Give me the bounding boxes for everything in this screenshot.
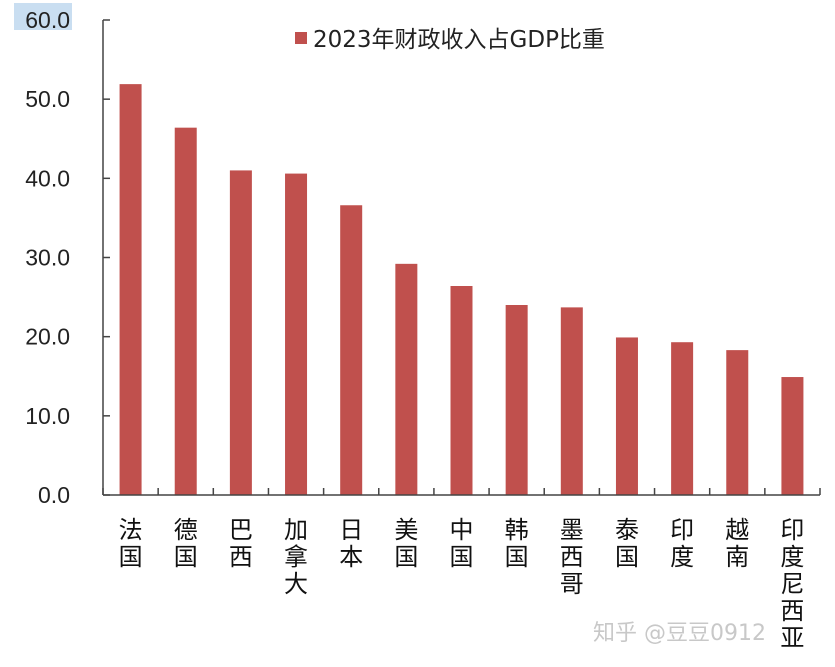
x-tick-label-char: 德 xyxy=(174,516,198,544)
x-tick-label: 加拿大 xyxy=(284,516,308,598)
x-tick-label-char: 西 xyxy=(780,597,804,625)
bar xyxy=(560,307,583,495)
bar xyxy=(615,337,638,495)
x-tick-label: 法国 xyxy=(119,516,143,571)
x-tick-label-char: 中 xyxy=(450,516,474,544)
x-tick-label-char: 巴 xyxy=(229,516,253,544)
x-tick-label-char: 印 xyxy=(780,516,804,544)
bar xyxy=(229,170,252,495)
y-tick-label: 60.0 xyxy=(25,7,70,33)
x-tick-label-char: 度 xyxy=(780,543,804,571)
x-tick-label-char: 法 xyxy=(119,516,143,544)
x-tick-label-char: 南 xyxy=(725,543,749,571)
y-tick-label: 20.0 xyxy=(25,324,70,350)
x-tick-label: 日本 xyxy=(339,516,363,571)
bar xyxy=(340,205,363,495)
x-tick-label: 泰国 xyxy=(615,516,639,571)
x-tick-label-char: 美 xyxy=(394,516,418,544)
x-tick-label-char: 国 xyxy=(119,543,143,571)
x-tick-label: 墨西哥 xyxy=(560,516,584,598)
x-tick-label-char: 国 xyxy=(174,543,198,571)
x-tick-label-char: 哥 xyxy=(560,570,584,598)
legend-swatch xyxy=(295,32,307,44)
bar xyxy=(285,173,308,496)
bar xyxy=(781,377,804,495)
bar xyxy=(671,342,694,495)
watermark: 知乎 @豆豆0912 xyxy=(593,621,766,646)
x-tick-label-char: 亚 xyxy=(780,624,804,652)
x-tick-label-char: 尼 xyxy=(780,570,804,598)
y-axis: 0.0 10.0 20.0 30.0 40.0 50.0 60.0 xyxy=(25,7,110,508)
x-tick-label-char: 拿 xyxy=(284,543,308,571)
x-tick-label-char: 西 xyxy=(229,543,253,571)
bar xyxy=(119,84,142,495)
legend-label: 2023年财政收入占GDP比重 xyxy=(313,27,605,53)
x-tick-label-char: 大 xyxy=(284,570,308,598)
x-tick-label-char: 国 xyxy=(505,543,529,571)
x-tick-label-char: 度 xyxy=(670,543,694,571)
x-tick-label-char: 韩 xyxy=(505,516,529,544)
x-tick-label: 中国 xyxy=(450,516,474,571)
x-tick-label: 印度 xyxy=(670,516,694,571)
y-tick-label: 40.0 xyxy=(25,165,70,191)
y-tick-label: 10.0 xyxy=(25,403,70,429)
y-tick-label: 0.0 xyxy=(38,482,70,508)
x-tick-label-char: 日 xyxy=(339,516,363,544)
bar xyxy=(505,305,528,495)
x-tick-label-char: 墨 xyxy=(560,516,584,544)
x-tick-label-char: 国 xyxy=(394,543,418,571)
x-tick-label: 巴西 xyxy=(229,516,253,571)
x-tick-label-char: 国 xyxy=(615,543,639,571)
ytick-highlight xyxy=(14,3,72,30)
x-tick-label-char: 泰 xyxy=(615,516,639,544)
y-tick-label: 30.0 xyxy=(25,245,70,271)
bar xyxy=(450,286,473,495)
x-tick-label-char: 本 xyxy=(339,543,363,571)
x-tick-label: 韩国 xyxy=(505,516,529,571)
x-tick-label: 越南 xyxy=(725,516,749,571)
bars xyxy=(119,84,804,496)
x-tick-label-char: 西 xyxy=(560,543,584,571)
x-tick-label: 美国 xyxy=(394,516,418,571)
x-tick-label-char: 越 xyxy=(725,516,749,544)
legend: 2023年财政收入占GDP比重 xyxy=(295,27,605,53)
bar xyxy=(395,263,418,495)
x-tick-label: 德国 xyxy=(174,516,198,571)
x-tick-label-char: 国 xyxy=(450,543,474,571)
bar xyxy=(726,350,749,495)
bar xyxy=(174,127,197,496)
x-tick-label-char: 加 xyxy=(284,516,308,544)
y-tick-label: 50.0 xyxy=(25,86,70,112)
x-tick-label-char: 印 xyxy=(670,516,694,544)
